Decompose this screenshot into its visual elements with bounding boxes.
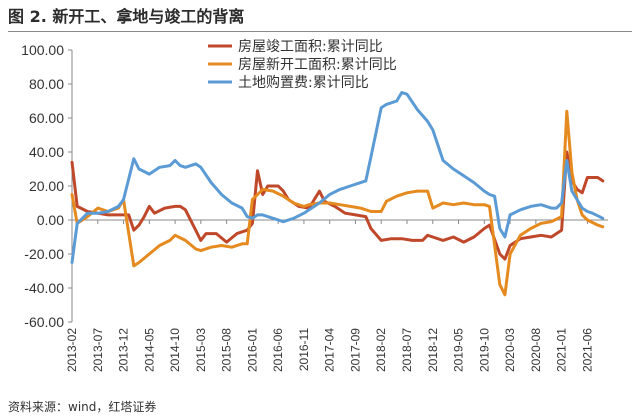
legend-label: 土地购置费:累计同比: [238, 75, 369, 91]
x-tick-label: 2020-08: [529, 328, 543, 372]
x-axis: 2013-02 2013-07 2013-12 2014-05 2014-10 2015-…: [65, 219, 608, 372]
y-tick-label: 100.00: [21, 42, 64, 58]
y-tick-label: 80.00: [29, 76, 64, 92]
y-tick-label: -40.00: [24, 280, 64, 296]
x-tick-label: 2018-07: [400, 328, 414, 372]
x-tick-label: 2019-10: [477, 328, 491, 372]
x-tick-label: 2013-07: [91, 328, 105, 372]
y-tick-label: 40.00: [29, 144, 64, 160]
x-tick-label: 2013-12: [117, 328, 131, 372]
x-tick-label: 2021-01: [555, 328, 569, 372]
y-axis: 100.00 80.00 60.00 40.00 20.00 0.00 -20.00 -40.…: [21, 42, 73, 330]
y-tick-label: 60.00: [29, 110, 64, 126]
x-tick-label: 2019-05: [452, 328, 466, 372]
y-tick-label: -20.00: [24, 246, 64, 262]
series-line-completion: [70, 150, 605, 261]
x-tick-label: 2016-11: [297, 328, 311, 371]
y-tick-label: -60.00: [24, 314, 64, 330]
figure-title: 图 2. 新开工、拿地与竣工的背离: [8, 7, 245, 26]
x-tick-label: 2016-01: [245, 328, 259, 372]
y-tick-label: 20.00: [29, 178, 64, 194]
series-line-land: [70, 91, 605, 264]
title-divider: [8, 31, 632, 32]
x-tick-label: 2020-03: [503, 328, 517, 372]
x-tick-label: 2017-09: [348, 328, 362, 372]
x-tick-label: 2014-10: [168, 328, 182, 372]
y-tick-label: 0.00: [37, 212, 64, 228]
source-note: 资料来源：wind，红塔证券: [8, 400, 157, 414]
series-lines: [70, 91, 605, 297]
x-tick-label: 2014-05: [142, 328, 156, 372]
x-tick-label: 2016-06: [271, 328, 285, 372]
series-line-newstart: [70, 109, 605, 297]
x-tick-label: 2021-06: [580, 328, 594, 372]
legend-label: 房屋新开工面积:累计同比: [238, 57, 397, 73]
x-tick-label: 2017-04: [323, 328, 337, 372]
x-tick-label: 2015-03: [194, 328, 208, 372]
x-tick-label: 2018-12: [426, 328, 440, 372]
x-tick-label: 2015-08: [220, 328, 234, 372]
legend-label: 房屋竣工面积:累计同比: [238, 39, 383, 55]
x-tick-label: 2018-02: [374, 328, 388, 372]
x-tick-label: 2013-02: [65, 328, 79, 372]
